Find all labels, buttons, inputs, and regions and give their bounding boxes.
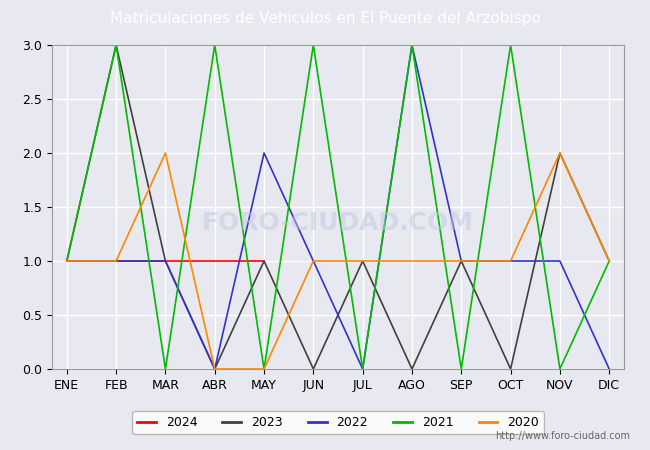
Text: http://www.foro-ciudad.com: http://www.foro-ciudad.com <box>495 431 630 441</box>
Text: FORO-CIUDAD.COM: FORO-CIUDAD.COM <box>202 211 474 235</box>
Text: Matriculaciones de Vehiculos en El Puente del Arzobispo: Matriculaciones de Vehiculos en El Puent… <box>110 10 540 26</box>
Legend: 2024, 2023, 2022, 2021, 2020: 2024, 2023, 2022, 2021, 2020 <box>132 411 544 434</box>
